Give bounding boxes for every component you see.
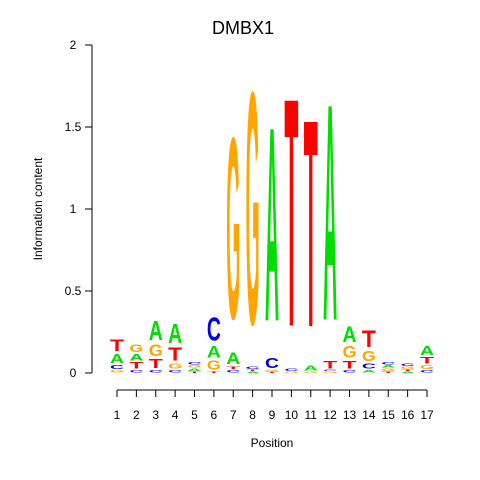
logo-letter-T-pos-2: T <box>129 360 143 371</box>
y-tick-label: 0 <box>70 366 77 380</box>
logo-letter-T-pos-9: T <box>265 371 279 373</box>
x-tick-label: 12 <box>323 408 337 422</box>
logo-letter-A-pos-8: A <box>246 371 260 373</box>
x-tick-label: 13 <box>343 408 357 422</box>
logo-letter-C-pos-4: C <box>168 369 182 373</box>
x-tick-label: 16 <box>401 408 415 422</box>
x-tick-label: 1 <box>114 408 121 422</box>
logo-letter-C-pos-9: C <box>265 354 280 371</box>
logo-letter-C-pos-12: C <box>323 369 337 371</box>
chart-title: DMBX1 <box>212 18 274 38</box>
logo-letter-T-pos-12: T <box>323 358 337 370</box>
logo-letter-T-pos-16: T <box>401 369 415 371</box>
logo-letter-C-pos-17: C <box>420 369 434 373</box>
logo-letter-T-pos-11: T <box>304 58 318 389</box>
logo-letter-A-pos-7: A <box>226 349 240 368</box>
x-tick-label: 3 <box>152 408 159 422</box>
x-tick-label: 14 <box>362 408 376 422</box>
logo-letter-T-pos-17: T <box>420 355 434 366</box>
y-axis: 0 0.5 1 1.5 2 <box>65 38 93 380</box>
logo-letter-G-pos-11: G <box>304 371 318 373</box>
logo-letter-G-pos-9: G <box>265 369 279 371</box>
y-tick-label: 0.5 <box>65 284 82 298</box>
logo-letter-G-pos-10: G <box>284 371 298 373</box>
x-tick-label: 6 <box>211 408 218 422</box>
logo-letter-A-pos-13: A <box>343 323 357 348</box>
logo-letter-A-pos-9: A <box>265 69 279 379</box>
logo-letter-G-pos-14: G <box>362 348 376 365</box>
logo-letter-C-pos-13: C <box>343 369 357 373</box>
logo-letter-A-pos-17: A <box>420 343 434 358</box>
logo-letter-G-pos-1: G <box>110 369 124 373</box>
logo-letter-A-pos-4: A <box>168 319 182 350</box>
y-axis-label: Information content <box>31 157 45 260</box>
logo-letter-G-pos-5: G <box>188 364 202 368</box>
logo-letter-C-pos-6: C <box>207 310 221 348</box>
logo-letter-T-pos-3: T <box>149 356 164 371</box>
logo-letter-T-pos-10: T <box>284 31 298 396</box>
logo-letter-G-pos-13: G <box>343 342 357 361</box>
logo-letter-A-pos-2: A <box>129 352 143 362</box>
logo-letter-C-pos-5: C <box>188 361 202 365</box>
logo-letter-C-pos-1: C <box>110 364 124 370</box>
logo-letter-G-pos-6: G <box>207 359 221 373</box>
y-tick-label: 1.5 <box>65 120 82 134</box>
logo-letter-A-pos-14: A <box>362 369 376 373</box>
x-tick-label: 8 <box>249 408 256 422</box>
x-tick-label: 4 <box>172 408 179 422</box>
logo-letter-T-pos-5: T <box>187 371 201 373</box>
logo-letter-C-pos-3: C <box>149 369 163 373</box>
logo-letter-G-pos-15: G <box>381 367 395 371</box>
logo-letter-T-pos-1: T <box>110 337 125 355</box>
logo-letter-T-pos-8: T <box>246 369 260 371</box>
logo-letter-T-pos-4: T <box>168 345 182 366</box>
logo-letter-C-pos-7: C <box>226 369 240 373</box>
x-tick-label: 10 <box>285 408 299 422</box>
logo-letter-C-pos-15: C <box>381 361 395 365</box>
logo-letter-A-pos-3: A <box>149 315 163 346</box>
logo-letter-A-pos-11: A <box>304 364 319 372</box>
logo-letter-T-pos-6: T <box>207 371 221 373</box>
logo-letter-C-pos-2: C <box>129 369 143 373</box>
logo-letter-A-pos-5: A <box>188 367 202 371</box>
x-tick-label: 5 <box>191 408 198 422</box>
logo-letter-G-pos-4: G <box>168 362 182 370</box>
x-tick-label: 17 <box>420 408 434 422</box>
logo-letter-A-pos-12: A <box>323 39 337 386</box>
logo-letter-T-pos-15: T <box>381 371 395 373</box>
logo-letter-G-pos-12: G <box>323 371 337 373</box>
x-tick-label: 2 <box>133 408 140 422</box>
logo-letter-T-pos-14: T <box>362 326 377 353</box>
logo-letter-G-pos-3: G <box>149 341 163 360</box>
logo-letter-G-pos-17: G <box>420 364 434 370</box>
x-tick-label: 15 <box>382 408 396 422</box>
logo-letter-C-pos-16: C <box>401 362 415 366</box>
logo-letter-A-pos-15: A <box>381 364 395 368</box>
y-tick-label: 2 <box>70 38 77 52</box>
x-tick-label: 11 <box>305 408 318 422</box>
logo-letter-G-pos-2: G <box>129 342 143 355</box>
logo-letter-G-pos-7: G <box>226 84 240 373</box>
x-axis-label: Position <box>251 436 294 450</box>
logo-letter-A-pos-1: A <box>110 351 124 366</box>
x-tick-label: 7 <box>230 408 237 422</box>
logo-letter-T-pos-13: T <box>342 358 356 370</box>
logo-letter-T-pos-7: T <box>226 366 240 370</box>
logo-letter-C-pos-14: C <box>362 363 377 371</box>
logo-letter-G-pos-8: G <box>246 22 260 393</box>
y-tick-label: 1 <box>70 202 77 216</box>
logo-letter-G-pos-16: G <box>401 366 415 370</box>
logo-letter-C-pos-10: C <box>284 367 298 371</box>
x-tick-label: 9 <box>269 408 276 422</box>
logo-letter-C-pos-8: C <box>246 366 260 370</box>
logo-letter-A-pos-6: A <box>207 343 221 362</box>
logo-letter-A-pos-16: A <box>401 371 415 373</box>
x-axis: 1 2 3 4 5 6 7 8 9 10 11 12 13 14 15 16 17 <box>114 389 434 422</box>
